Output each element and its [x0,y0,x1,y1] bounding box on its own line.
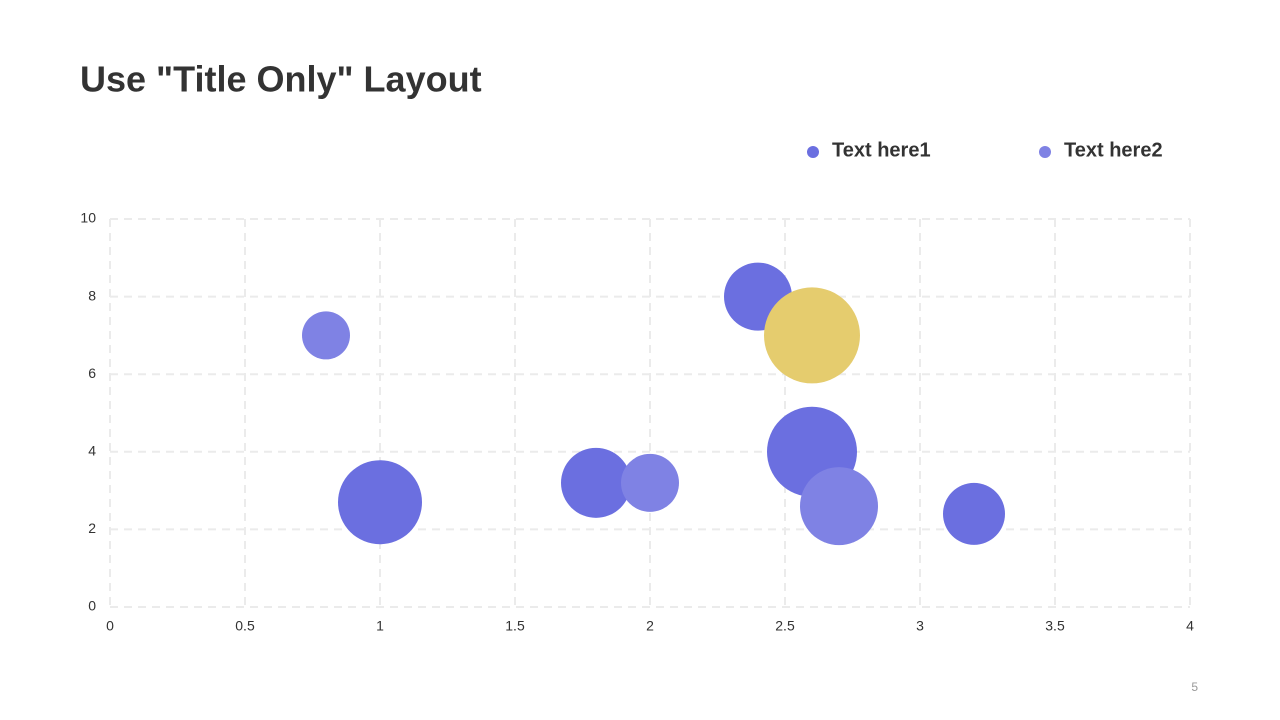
x-tick-label: 0.5 [235,618,255,634]
x-tick-label: 2.5 [775,618,795,634]
legend-label: Text here1 [832,139,931,161]
y-tick-label: 2 [88,520,96,536]
legend-marker [1039,146,1051,158]
bubble [764,287,860,384]
x-tick-label: 2 [646,618,654,634]
slide-title: Use "Title Only" Layout [80,59,482,100]
bubble [561,447,631,518]
x-tick-label: 4 [1186,618,1194,634]
bubble [338,460,422,545]
y-tick-label: 0 [88,598,96,614]
page-number: 5 [1191,680,1198,694]
bubble [800,467,878,546]
legend-marker [807,146,819,158]
y-tick-label: 10 [80,210,96,226]
y-tick-label: 4 [88,443,96,459]
bubble [943,482,1005,545]
x-tick-label: 1.5 [505,618,525,634]
x-tick-label: 1 [376,618,384,634]
y-tick-label: 8 [88,287,96,303]
bubble [621,453,679,512]
x-tick-label: 3 [916,618,924,634]
x-tick-label: 3.5 [1045,618,1065,634]
legend-label: Text here2 [1064,139,1163,161]
x-tick-label: 0 [106,618,114,634]
bubble [302,311,350,360]
y-tick-label: 6 [88,365,96,381]
